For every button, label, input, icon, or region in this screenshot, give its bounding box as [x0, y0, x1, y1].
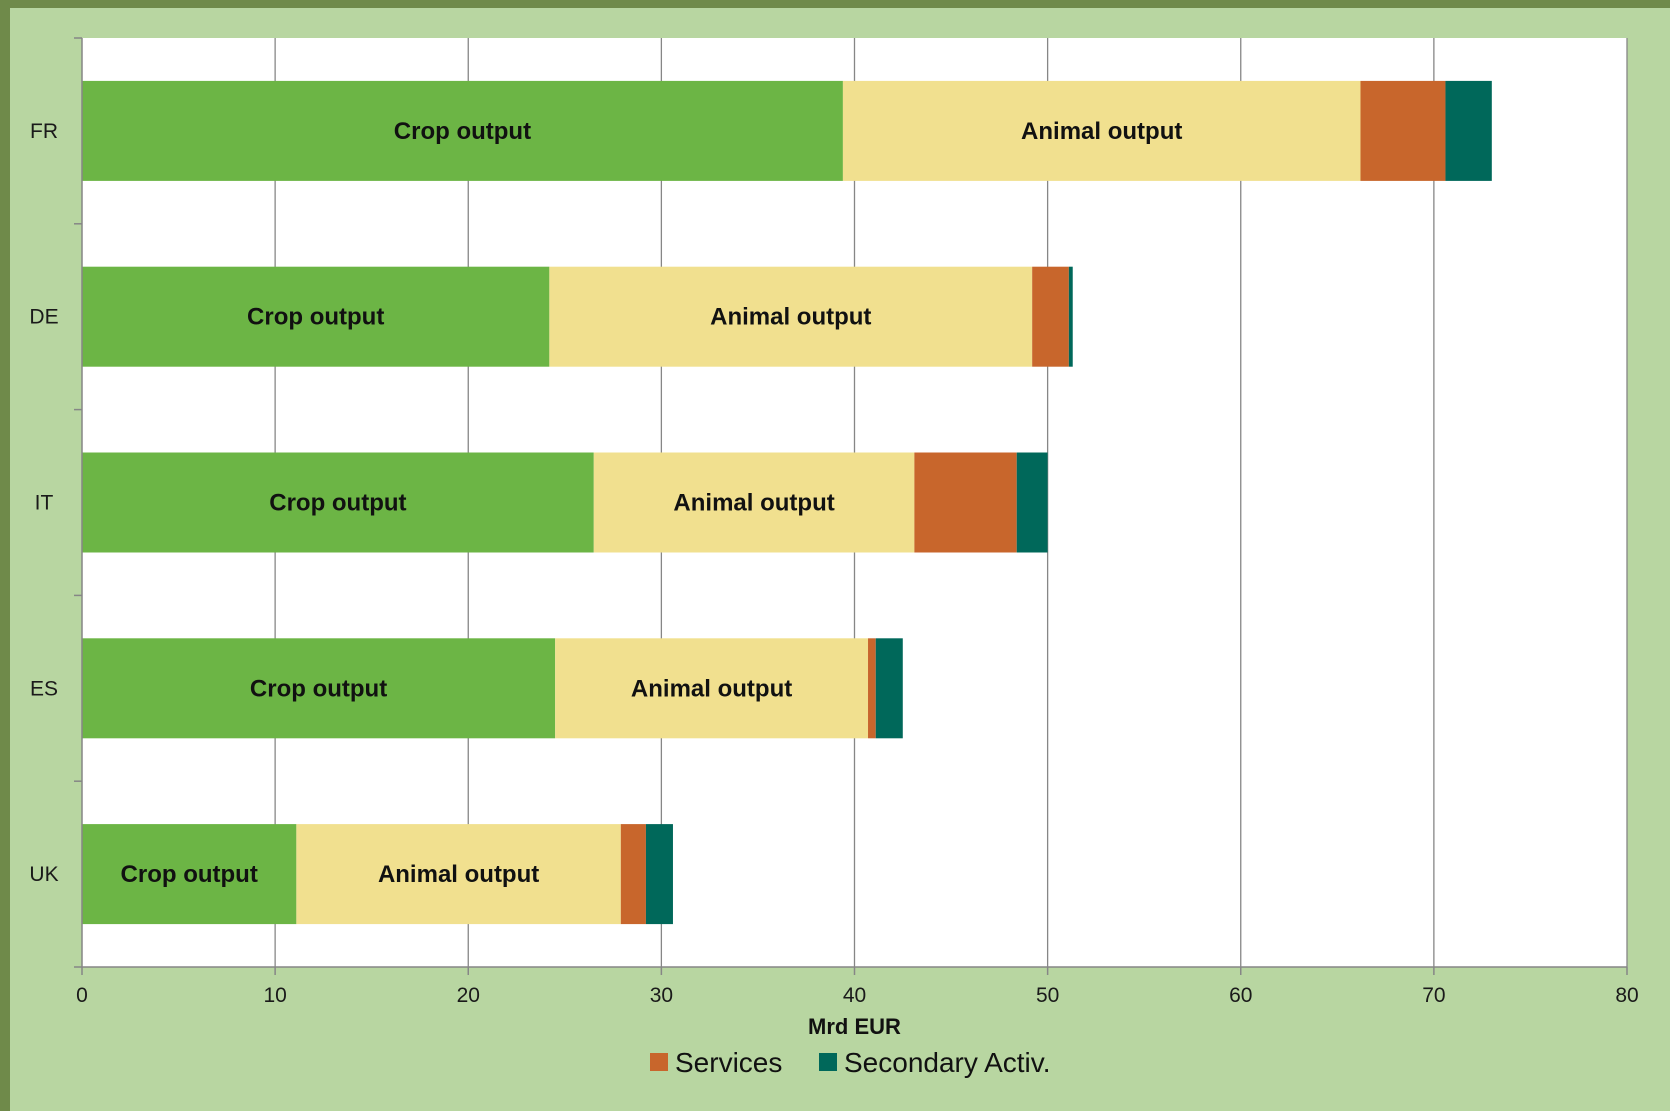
bar-segment — [875, 638, 903, 739]
bar-segment-label: Animal output — [710, 304, 871, 331]
bar-segment — [82, 452, 594, 553]
legend: Services Secondary Activ. — [650, 1047, 1050, 1078]
bar-segment — [555, 638, 869, 739]
bar-segment — [1360, 80, 1446, 181]
legend-label: Services — [675, 1047, 782, 1078]
y-tick-label: DE — [29, 306, 58, 329]
y-tick-label: ES — [30, 677, 58, 700]
bar-segment — [914, 452, 1017, 553]
y-tick-label: FR — [30, 120, 58, 143]
bar-segment — [1032, 266, 1069, 367]
x-tick-label: 10 — [263, 984, 286, 1007]
bar-segment-label: Crop output — [269, 490, 406, 517]
bar-segment — [842, 80, 1361, 181]
x-tick-label: 40 — [843, 984, 866, 1007]
bar-segment — [868, 638, 876, 739]
bar-segment — [1068, 266, 1073, 367]
bar-segment-label: Crop output — [250, 675, 387, 702]
bar-segment — [82, 824, 297, 925]
bar-segment — [1445, 80, 1492, 181]
bar-segment-label: Animal output — [1021, 118, 1182, 145]
bar-segment-label: Crop output — [247, 304, 384, 331]
legend-label: Secondary Activ. — [844, 1047, 1050, 1078]
bar-segment — [1016, 452, 1048, 553]
x-tick-label: 70 — [1422, 984, 1445, 1007]
bar-segment — [296, 824, 621, 925]
x-tick-label: 0 — [76, 984, 88, 1007]
bar-segment — [82, 638, 556, 739]
bar-segment-label: Animal output — [631, 675, 792, 702]
x-tick-label: 30 — [650, 984, 673, 1007]
y-tick-label: UK — [29, 863, 58, 886]
axes: 0 10 20 30 40 50 60 70 80 FR DE IT ES UK — [29, 37, 1639, 1007]
bars: Crop output Animal output Crop output Anima… — [82, 80, 1492, 925]
x-tick-label: 20 — [457, 984, 480, 1007]
legend-swatch — [819, 1053, 837, 1071]
x-axis-title: Mrd EUR — [808, 1014, 901, 1039]
y-tick-label: IT — [35, 492, 54, 515]
bar-segment-label: Animal output — [673, 490, 834, 517]
bar-segment-label: Crop output — [121, 861, 258, 888]
bar-segment-label: Animal output — [378, 861, 539, 888]
bar-segment — [82, 266, 550, 367]
x-tick-label: 80 — [1615, 984, 1638, 1007]
bar-segment — [593, 452, 915, 553]
x-tick-label: 50 — [1036, 984, 1059, 1007]
bar-segment — [82, 80, 843, 181]
x-tick-label: 60 — [1229, 984, 1252, 1007]
legend-swatch — [650, 1053, 668, 1071]
bar-segment — [620, 824, 646, 925]
bar-segment-label: Crop output — [394, 118, 531, 145]
bar-segment — [645, 824, 673, 925]
bar-segment — [549, 266, 1033, 367]
